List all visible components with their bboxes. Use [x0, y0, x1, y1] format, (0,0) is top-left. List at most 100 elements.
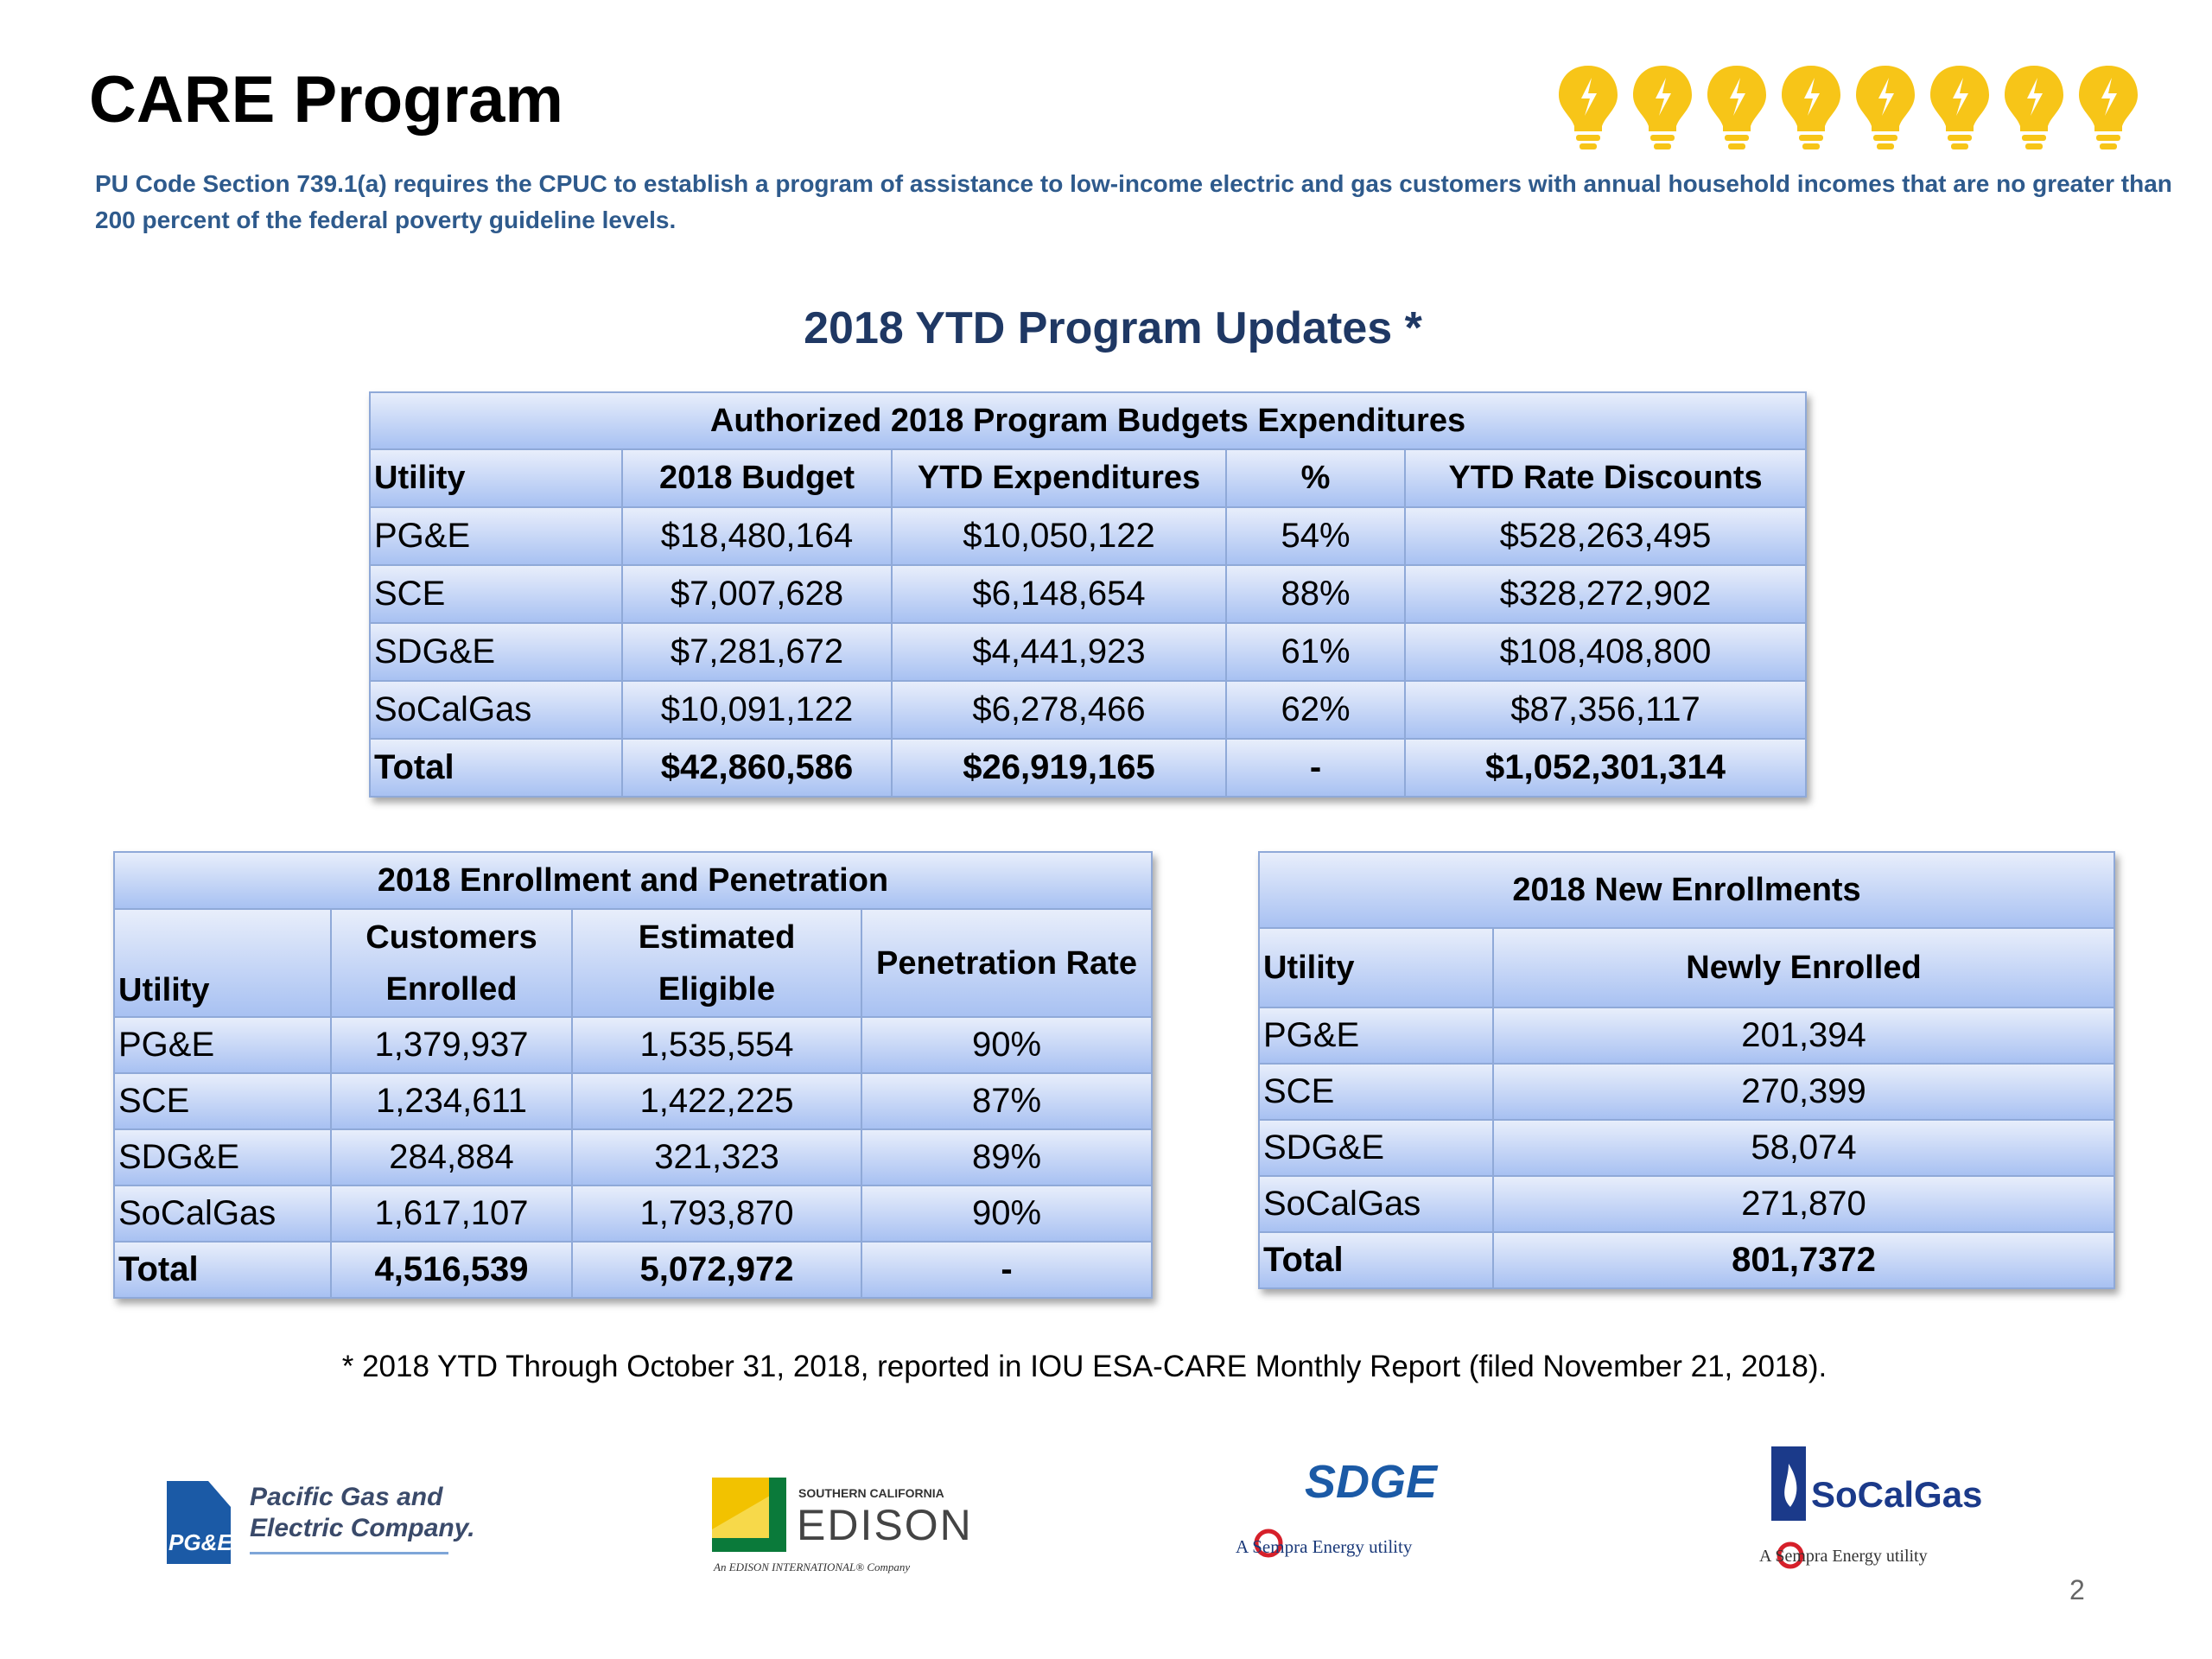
enrollment-table: 2018 Enrollment and Penetration Utility Cu… [112, 851, 1154, 1299]
cell: $18,480,164 [621, 506, 893, 566]
cell: 5,072,972 [571, 1241, 862, 1299]
data-row: SDG&E $7,281,672 $4,441,923 61% $108,408,800 [369, 622, 1808, 682]
socalgas-sempra-mark [1777, 1541, 1804, 1569]
cell: 61% [1225, 622, 1406, 682]
data-row: SoCalGas $10,091,122 $6,278,466 62% $87,356,… [369, 680, 1808, 740]
cell: $6,278,466 [891, 680, 1227, 740]
cell: $10,091,122 [621, 680, 893, 740]
edison-logo: SOUTHERN CALIFORNIA EDISON An EDISON INT… [712, 1478, 988, 1577]
cell: - [1225, 738, 1406, 798]
cell: $1,052,301,314 [1403, 738, 1808, 798]
data-row: PG&E 201,394 [1258, 1007, 2116, 1065]
cell: $4,441,923 [891, 622, 1227, 682]
column-header: YTD Expenditures [891, 448, 1227, 508]
cell: $108,408,800 [1403, 622, 1808, 682]
column-header: Utility [369, 448, 623, 508]
cell: 321,323 [571, 1128, 862, 1186]
data-row: SDG&E 58,074 [1258, 1119, 2116, 1177]
total-row: Total $42,860,586 $26,919,165- $1,052,301,3… [369, 738, 1808, 798]
header-row: Utility 2018 Budget YTD Expenditures% YTD R… [369, 448, 1808, 508]
cell: 1,379,937 [330, 1016, 573, 1074]
pge-rule [250, 1552, 448, 1554]
column-header: YTD Rate Discounts [1403, 448, 1808, 508]
header-row: Utility Customers Enrolled Estimated Eligi… [113, 908, 1154, 1018]
row-label: SCE [369, 564, 623, 624]
table-title: 2018 New Enrollments [1257, 851, 2116, 929]
edison-mark [712, 1478, 786, 1552]
cell: 270,399 [1491, 1063, 2116, 1121]
column-header: % [1225, 448, 1406, 508]
sdge-name: SDGE [1305, 1456, 1438, 1508]
row-label: SoCalGas [113, 1185, 332, 1243]
data-row: PG&E $18,480,164 $10,050,122 54% $528,263,49… [369, 506, 1808, 566]
row-label: SDG&E [1258, 1119, 1494, 1177]
data-row: SCE 1,234,611 1,422,225 87% [113, 1072, 1154, 1130]
title-row: 2018 Enrollment and Penetration [112, 851, 1154, 910]
pge-line1: Pacific Gas and [250, 1483, 443, 1511]
row-label: Total [113, 1241, 332, 1299]
title-row: Authorized 2018 Program Budgets Expendit… [368, 391, 1808, 450]
edison-name: EDISON [797, 1501, 973, 1549]
cell: $6,148,654 [891, 564, 1227, 624]
row-label: SDG&E [369, 622, 623, 682]
sdge-tagline: A Sempra Energy utility [1236, 1536, 1413, 1557]
cell: 4,516,539 [330, 1241, 573, 1299]
table-title: Authorized 2018 Program Budgets Expendit… [368, 391, 1808, 450]
sdge-sempra-mark [1254, 1529, 1283, 1558]
column-header: Customers Enrolled [330, 908, 573, 1018]
socalgas-mark [1771, 1446, 1806, 1521]
row-label: PG&E [369, 506, 623, 566]
cell: 1,422,225 [571, 1072, 862, 1130]
cell: 271,870 [1491, 1175, 2116, 1233]
cell: 88% [1225, 564, 1406, 624]
cell: $42,860,586 [621, 738, 893, 798]
cell: 89% [860, 1128, 1154, 1186]
column-header: 2018 Budget [621, 448, 893, 508]
socalgas-tagline: A Sempra Energy utility [1759, 1547, 1928, 1566]
column-header: Utility [1258, 927, 1494, 1008]
row-label: SoCalGas [1258, 1175, 1494, 1233]
title: CARE Program [89, 63, 563, 137]
sdge-logo: SDGE A Sempra Energy utility [1236, 1455, 1495, 1567]
socalgas-logo: SoCalGas A Sempra Energy utility [1759, 1445, 2018, 1583]
row-label: SCE [113, 1072, 332, 1130]
cell: $7,281,672 [621, 622, 893, 682]
row-label: Total [1258, 1231, 1494, 1289]
cell: $7,007,628 [621, 564, 893, 624]
row-label: SCE [1258, 1063, 1494, 1121]
cell: 1,793,870 [571, 1185, 862, 1243]
cell: 1,234,611 [330, 1072, 573, 1130]
data-row: SDG&E 284,884 321,323 89% [113, 1128, 1154, 1186]
row-label: PG&E [113, 1016, 332, 1074]
subtitle: PU Code Section 739.1(a) requires the CP… [95, 170, 2172, 233]
column-header: Newly Enrolled [1491, 927, 2116, 1008]
cell: $528,263,495 [1403, 506, 1808, 566]
total-row: Total 801,7372 [1258, 1231, 2116, 1289]
budget-table: Authorized 2018 Program Budgets Expendit… [368, 391, 1808, 798]
total-row: Total 4,516,539 5,072,972- [113, 1241, 1154, 1299]
cell: 87% [860, 1072, 1154, 1130]
column-header: Utility [113, 908, 332, 1018]
cell: 58,074 [1491, 1119, 2116, 1177]
cell: $10,050,122 [891, 506, 1227, 566]
cell: 1,617,107 [330, 1185, 573, 1243]
cell: 801,7372 [1491, 1231, 2116, 1289]
column-header: Estimated Eligible [571, 908, 862, 1018]
table-title: 2018 Enrollment and Penetration [112, 851, 1154, 910]
page-number: 2 [2069, 1574, 2085, 1605]
cell: - [860, 1241, 1154, 1299]
cell: 201,394 [1491, 1007, 2116, 1065]
data-row: SCE $7,007,628 $6,148,654 88% $328,272,902 [369, 564, 1808, 624]
footnote: * 2018 YTD Through October 31, 2018, rep… [341, 1350, 1827, 1383]
cell: $328,272,902 [1403, 564, 1808, 624]
cell: 54% [1225, 506, 1406, 566]
cell: 90% [860, 1016, 1154, 1074]
edison-top: SOUTHERN CALIFORNIA [798, 1486, 944, 1500]
row-label: PG&E [1258, 1007, 1494, 1065]
cell: 284,884 [330, 1128, 573, 1186]
data-row: SoCalGas 271,870 [1258, 1175, 2116, 1233]
cell: $87,356,117 [1403, 680, 1808, 740]
row-label: SDG&E [113, 1128, 332, 1186]
pge-mark [167, 1481, 231, 1564]
